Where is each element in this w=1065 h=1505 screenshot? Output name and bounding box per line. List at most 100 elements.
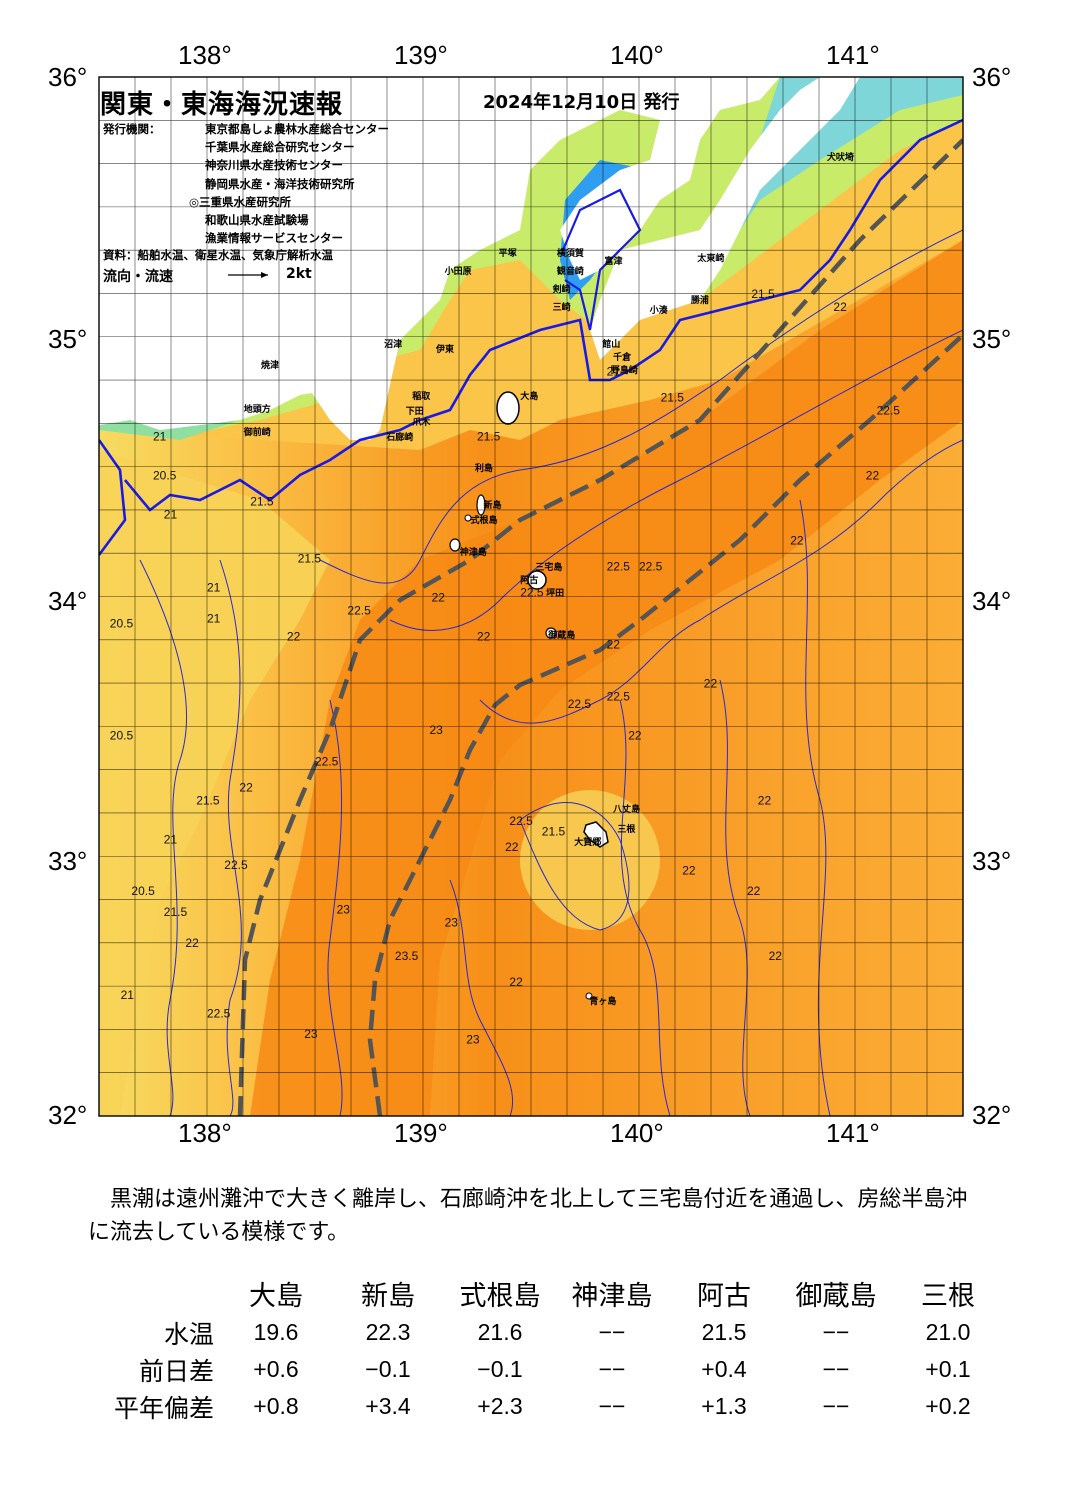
isotherm-label: 22 <box>747 884 761 898</box>
graticule-grid <box>99 77 963 1116</box>
isotherm-label: 21 <box>153 430 167 444</box>
place-name-label: 三根 <box>617 825 636 836</box>
isotherm-label: 22.5 <box>607 560 631 574</box>
table-cell: +0.4 <box>701 1356 747 1382</box>
island-mikurajima <box>545 627 557 639</box>
isotherm-label: 22.5 <box>315 754 339 768</box>
isotherm-label: 22.5 <box>509 814 533 828</box>
lon-tick-top-141: 141° <box>826 40 880 70</box>
place-name-label: 焼津 <box>261 360 280 371</box>
place-name-label: 三宅島 <box>535 563 563 574</box>
table-cell: +3.4 <box>365 1393 411 1419</box>
table-cell: −− <box>822 1356 850 1382</box>
lat-tick-left-32: 32° <box>48 1100 88 1130</box>
isotherm-label: 22.5 <box>607 689 631 703</box>
place-name-label: 千倉 <box>613 352 632 363</box>
issue-date: 2024年12月10日 発行 <box>483 92 680 113</box>
isotherm-label: 23 <box>466 1032 480 1046</box>
flow-scale-arrowhead <box>261 272 268 278</box>
map-title-block: 関東・東海海況速報 <box>100 84 520 121</box>
isotherm-label: 22.5 <box>207 1006 231 1020</box>
table-cell: −− <box>598 1393 626 1419</box>
isotherm-label: 21 <box>207 580 221 594</box>
issuer-item: 千葉県水産総合研究センター <box>205 140 355 155</box>
isotherm-label: 22 <box>866 469 880 483</box>
place-name-label: 稲取 <box>412 391 431 402</box>
island-aogashima <box>585 992 593 1000</box>
station-header: 御蔵島 <box>795 1280 877 1312</box>
place-name-label: 阿古 <box>520 576 539 587</box>
lon-tick-bottom-138: 138° <box>178 1118 232 1148</box>
isotherm-label: 22 <box>509 975 523 989</box>
isotherm-label: 22 <box>477 630 491 644</box>
isotherm-label: 20.5 <box>110 728 134 742</box>
place-name-label: 大島 <box>520 391 539 402</box>
lat-tick-right-34: 34° <box>972 586 1012 616</box>
isotherm-label: 22 <box>790 534 804 548</box>
table-cell: −− <box>598 1319 626 1345</box>
observation-table: 大島 新島 式根島 神津島 阿古 御蔵島 三根 水温 19.6 22.3 21.… <box>80 1272 1004 1425</box>
issuer-label: 発行機関： <box>103 122 161 136</box>
table-corner <box>80 1272 220 1314</box>
lat-tick-left-33: 33° <box>48 846 88 876</box>
map-title: 関東・東海海況速報 <box>100 90 344 120</box>
cool-water-west <box>99 450 330 1116</box>
place-name-label: 観音崎 <box>556 267 584 278</box>
isotherm-label: 23 <box>337 902 351 916</box>
island-hachijojima <box>583 821 609 848</box>
place-name-label: 坪田 <box>546 589 565 600</box>
isotherm-label: 22.5 <box>877 404 901 418</box>
kuroshio-axis-outer <box>367 333 963 1116</box>
island-kozushima <box>449 538 461 552</box>
flow-legend-label: 流向・流速 <box>103 269 173 285</box>
isotherm-label: 22 <box>758 793 772 807</box>
isotherm-label: 21.5 <box>542 824 566 838</box>
lat-tick-right-36: 36° <box>972 62 1012 92</box>
place-name-label: 三崎 <box>552 303 571 314</box>
isotherm-label: 21.5 <box>477 430 501 444</box>
place-name-label: 伊東 <box>435 344 454 355</box>
isotherm-label: 21 <box>164 832 178 846</box>
lon-tick-bottom-140: 140° <box>610 1118 664 1148</box>
place-name-label: 御蔵島 <box>548 630 576 641</box>
issuer-item: 神奈川県水産技術センター <box>205 158 343 173</box>
isotherm-label: 21.5 <box>751 287 775 301</box>
row-label: 水温 <box>163 1319 214 1349</box>
table-cell: 21.5 <box>701 1319 747 1345</box>
island-miyakejima <box>527 570 547 590</box>
issuer-item: 和歌山県水産試験場 <box>205 213 309 228</box>
land-izu-kanagawa <box>99 77 520 440</box>
place-name-label: 利島 <box>474 464 493 475</box>
issuer-item: 静岡県水産・海洋技術研究所 <box>205 176 355 191</box>
place-name-label: 新島 <box>483 500 502 511</box>
island-shikinejima <box>464 514 472 522</box>
isotherm-label: 23 <box>304 1027 318 1041</box>
place-name-label: 小田原 <box>444 267 472 278</box>
isotherm-label: 22 <box>287 630 301 644</box>
place-name-label: 沼津 <box>384 339 403 350</box>
isotherm-label: 21.5 <box>661 391 685 405</box>
station-header: 式根島 <box>459 1280 541 1312</box>
place-name-label: 神津島 <box>459 547 487 558</box>
isotherm-label: 22 <box>607 637 621 651</box>
station-header: 新島 <box>361 1280 415 1312</box>
place-name-label: 式根島 <box>470 516 498 527</box>
isotherm-label: 22 <box>628 728 642 742</box>
place-name-label: 横須賀 <box>556 248 584 259</box>
lat-tick-right-33: 33° <box>972 846 1012 876</box>
sea-temperature-map: 21.5 21 21.5 21.5 22 22.5 22 22 20.5 21 21 21.5 21.5… <box>98 76 964 1117</box>
station-header: 神津島 <box>571 1280 653 1312</box>
cold-water-front-line <box>99 118 963 556</box>
place-name-label: 犬吠埼 <box>826 152 854 163</box>
isotherm-label: 20.5 <box>110 617 134 631</box>
table-cell: +0.8 <box>253 1393 299 1419</box>
table-cell: +0.6 <box>253 1356 299 1382</box>
table-cell: 19.6 <box>253 1319 299 1345</box>
place-name-label: 爪木 <box>412 417 431 428</box>
isotherm-label: 22.5 <box>639 560 663 574</box>
isotherm-label: 23 <box>429 723 443 737</box>
kuroshio-axis-inner <box>237 138 963 1116</box>
place-name-label: 勝浦 <box>690 295 709 306</box>
place-name-label: 御前崎 <box>243 428 271 439</box>
table-cell: −− <box>822 1393 850 1419</box>
